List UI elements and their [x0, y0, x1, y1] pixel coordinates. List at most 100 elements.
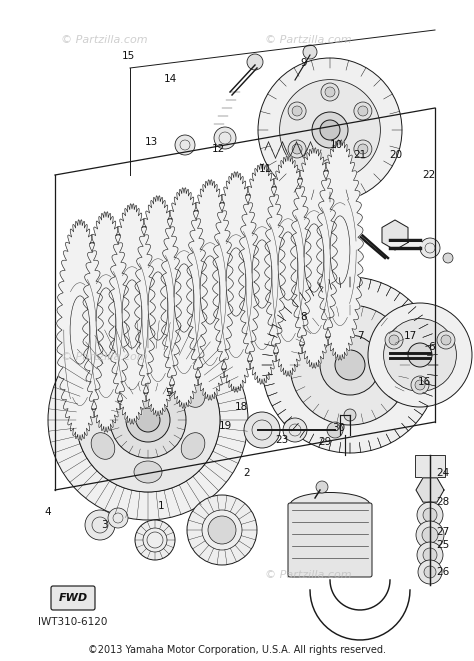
- Circle shape: [320, 120, 340, 140]
- Ellipse shape: [134, 357, 162, 379]
- Text: 27: 27: [437, 527, 450, 537]
- Circle shape: [208, 516, 236, 544]
- Circle shape: [389, 335, 399, 345]
- Ellipse shape: [181, 381, 205, 407]
- Circle shape: [290, 305, 410, 425]
- Ellipse shape: [134, 461, 162, 483]
- Polygon shape: [161, 188, 208, 408]
- Circle shape: [441, 335, 451, 345]
- Circle shape: [258, 58, 402, 202]
- Circle shape: [335, 350, 365, 380]
- Text: 4: 4: [44, 507, 51, 518]
- Circle shape: [126, 398, 170, 442]
- Text: 7: 7: [357, 330, 364, 341]
- Text: 21: 21: [354, 150, 367, 161]
- Ellipse shape: [91, 381, 115, 407]
- Text: ©2013 Yamaha Motor Corporation, U.S.A. All rights reserved.: ©2013 Yamaha Motor Corporation, U.S.A. A…: [88, 645, 386, 655]
- Polygon shape: [238, 164, 285, 384]
- Circle shape: [423, 508, 437, 522]
- Circle shape: [358, 144, 368, 154]
- Text: 9: 9: [300, 58, 307, 68]
- Circle shape: [368, 303, 472, 407]
- Polygon shape: [187, 180, 234, 401]
- Text: 16: 16: [418, 377, 431, 387]
- Circle shape: [422, 527, 438, 543]
- Polygon shape: [317, 139, 364, 360]
- Text: FWD: FWD: [58, 593, 88, 603]
- Text: 18: 18: [235, 401, 248, 412]
- Circle shape: [358, 106, 368, 116]
- Circle shape: [214, 127, 236, 149]
- Text: 25: 25: [437, 540, 450, 551]
- FancyBboxPatch shape: [51, 586, 95, 610]
- Text: 8: 8: [300, 312, 307, 323]
- Text: © Partzilla.com: © Partzilla.com: [61, 34, 147, 45]
- Text: 5: 5: [165, 388, 172, 399]
- Circle shape: [187, 495, 257, 565]
- Polygon shape: [135, 196, 182, 416]
- Text: © Partzilla.com: © Partzilla.com: [265, 34, 351, 45]
- Polygon shape: [382, 220, 408, 250]
- Text: 20: 20: [389, 150, 402, 161]
- Circle shape: [312, 112, 348, 148]
- Circle shape: [423, 548, 437, 562]
- Circle shape: [321, 83, 339, 101]
- Text: © Partzilla.com: © Partzilla.com: [265, 570, 351, 580]
- Circle shape: [418, 560, 442, 584]
- Circle shape: [420, 238, 440, 258]
- Text: 14: 14: [164, 74, 177, 85]
- Circle shape: [288, 102, 306, 120]
- Circle shape: [292, 144, 302, 154]
- Circle shape: [316, 481, 328, 493]
- Circle shape: [108, 508, 128, 528]
- Circle shape: [443, 253, 453, 263]
- Text: 12: 12: [211, 143, 225, 154]
- Text: 29: 29: [318, 436, 331, 447]
- Ellipse shape: [181, 433, 205, 459]
- Text: 23: 23: [275, 434, 289, 445]
- Circle shape: [385, 331, 403, 349]
- Bar: [415, 455, 445, 477]
- Circle shape: [262, 277, 438, 453]
- Text: 30: 30: [332, 423, 346, 434]
- Text: 10: 10: [330, 140, 343, 151]
- Circle shape: [247, 54, 263, 70]
- Text: © Partzilla.com: © Partzilla.com: [61, 352, 147, 362]
- Circle shape: [437, 331, 455, 349]
- Text: 22: 22: [422, 170, 436, 180]
- Text: 28: 28: [437, 497, 450, 508]
- Circle shape: [303, 45, 317, 59]
- Text: 11: 11: [259, 163, 272, 174]
- Circle shape: [288, 140, 306, 158]
- Text: 13: 13: [145, 137, 158, 147]
- Circle shape: [280, 79, 381, 180]
- Polygon shape: [291, 147, 337, 368]
- Circle shape: [354, 102, 372, 120]
- Text: 19: 19: [219, 421, 232, 432]
- Polygon shape: [56, 219, 103, 440]
- Circle shape: [135, 520, 175, 560]
- Circle shape: [76, 348, 220, 492]
- Circle shape: [325, 163, 335, 173]
- Text: 17: 17: [403, 330, 417, 341]
- Circle shape: [424, 566, 436, 578]
- Circle shape: [244, 412, 280, 448]
- Circle shape: [175, 135, 195, 155]
- Polygon shape: [82, 212, 129, 432]
- Ellipse shape: [91, 433, 115, 459]
- Text: 15: 15: [121, 51, 135, 61]
- Text: 26: 26: [437, 566, 450, 577]
- Circle shape: [292, 106, 302, 116]
- Circle shape: [136, 408, 160, 432]
- Circle shape: [85, 510, 115, 540]
- Text: 24: 24: [437, 467, 450, 478]
- Circle shape: [411, 376, 429, 394]
- FancyBboxPatch shape: [288, 503, 372, 577]
- Circle shape: [283, 418, 307, 442]
- Circle shape: [110, 382, 186, 458]
- Circle shape: [417, 502, 443, 528]
- Polygon shape: [416, 478, 444, 502]
- Circle shape: [344, 409, 356, 421]
- Circle shape: [383, 319, 456, 391]
- Circle shape: [408, 343, 432, 367]
